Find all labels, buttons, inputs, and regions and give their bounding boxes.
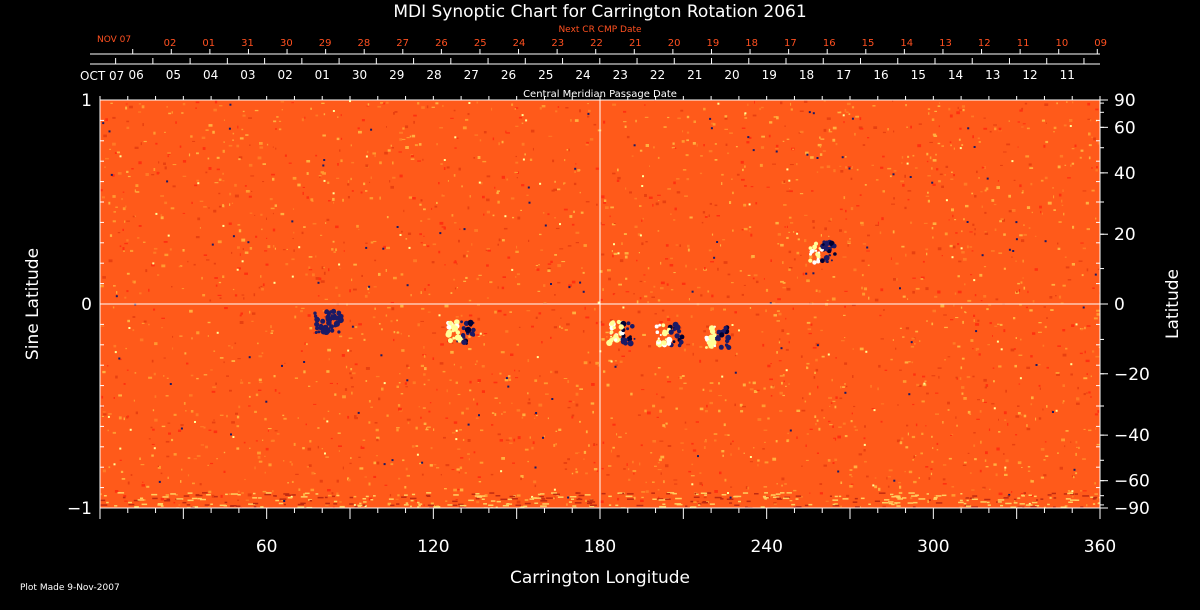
- cmp-date-label: 15: [911, 68, 926, 82]
- active-region: [606, 319, 636, 347]
- next-cr-date-label: 11: [1017, 38, 1030, 49]
- next-cr-date-label: 24: [513, 38, 526, 49]
- next-cr-date-label: 18: [745, 38, 758, 49]
- x-tick-label: 180: [584, 537, 616, 557]
- active-region: [313, 308, 344, 335]
- cmp-date-label: 01: [315, 68, 330, 82]
- next-cr-date-label: 17: [784, 38, 797, 49]
- next-cr-start-label: NOV 07: [97, 35, 131, 45]
- next-cr-date-label: 09: [1094, 38, 1107, 49]
- y-right-tick-label: 60: [1114, 118, 1136, 138]
- next-cr-date-label: 02: [164, 38, 177, 49]
- next-cr-date-label: 14: [900, 38, 913, 49]
- cmp-date-label: 06: [128, 68, 143, 82]
- next-cr-date-label: 29: [319, 38, 332, 49]
- cmp-date-label: 17: [836, 68, 851, 82]
- cmp-date-label: 24: [575, 68, 590, 82]
- y-right-tick-label: −60: [1114, 472, 1150, 492]
- next-cr-date-label: 12: [978, 38, 991, 49]
- cmp-date-label: 20: [724, 68, 739, 82]
- next-cr-date-label: 16: [823, 38, 836, 49]
- active-region: [808, 239, 837, 265]
- y-right-tick-label: 20: [1114, 225, 1136, 245]
- y-left-tick-label: 0: [81, 295, 92, 315]
- cmp-date-label: 27: [464, 68, 479, 82]
- next-cr-date-label: 26: [435, 38, 448, 49]
- cmp-date-label: 30: [352, 68, 367, 82]
- x-tick-label: 240: [750, 537, 782, 557]
- y-axis-left-label: Sine Latitude: [23, 248, 43, 360]
- next-cr-date-label: 30: [280, 38, 293, 49]
- next-cr-date-label: 23: [551, 38, 564, 49]
- y-axis-left: 1 0 −1: [67, 91, 1100, 519]
- cmp-axis-label: Central Meridian Passage Date: [523, 89, 677, 100]
- y-left-tick-label: 1: [81, 91, 92, 111]
- next-cr-date-label: 13: [939, 38, 952, 49]
- cmp-date-label: 29: [389, 68, 404, 82]
- cmp-date-label: 02: [277, 68, 292, 82]
- y-right-tick-label: 90: [1114, 91, 1136, 111]
- next-cr-date-label: 31: [241, 38, 254, 49]
- active-region: [654, 321, 685, 348]
- active-region: [445, 319, 476, 346]
- next-cr-date-label: 19: [707, 38, 720, 49]
- next-cr-date-label: 15: [862, 38, 875, 49]
- cmp-date-label: 13: [985, 68, 1000, 82]
- next-cr-axis-label: Next CR CMP Date: [558, 25, 642, 35]
- next-cr-date-label: 28: [358, 38, 371, 49]
- cmp-date-label: 12: [1022, 68, 1037, 82]
- y-right-tick-label: −20: [1114, 365, 1150, 385]
- chart-title: MDI Synoptic Chart for Carrington Rotati…: [393, 2, 806, 22]
- x-axis-label: Carrington Longitude: [510, 568, 690, 588]
- y-axis-right: 90 60 40 20 0 −20 −40 −60 −90: [1100, 91, 1150, 519]
- next-cr-date-label: 21: [629, 38, 642, 49]
- next-cr-date-label: 01: [202, 38, 215, 49]
- cmp-date-label: 19: [762, 68, 777, 82]
- x-tick-label: 60: [256, 537, 278, 557]
- cmp-date-label: 03: [240, 68, 255, 82]
- y-right-tick-label: −90: [1114, 499, 1150, 519]
- cmp-date-label: 25: [538, 68, 553, 82]
- cmp-date-label: 21: [687, 68, 702, 82]
- y-right-tick-label: 40: [1114, 164, 1136, 184]
- x-tick-label: 300: [917, 537, 949, 557]
- cmp-date-label: 14: [948, 68, 963, 82]
- next-cr-date-label: 20: [668, 38, 681, 49]
- plot-made-label: Plot Made 9-Nov-2007: [20, 583, 120, 593]
- next-cr-date-label: 10: [1055, 38, 1068, 49]
- crosshair: [100, 100, 1100, 508]
- y-left-tick-label: −1: [67, 499, 92, 519]
- y-axis-right-label: Latitude: [1163, 269, 1183, 339]
- next-cr-date-axis: 02 01 31 30 29 28 27 26 25 24 23 22 21 20 19 18 17 16 15 14…: [90, 38, 1107, 55]
- next-cr-date-label: 25: [474, 38, 487, 49]
- cmp-date-label: 16: [873, 68, 888, 82]
- magnetogram-map: [100, 100, 1100, 508]
- cmp-date-label: 04: [203, 68, 218, 82]
- cmp-date-label: 18: [799, 68, 814, 82]
- cmp-date-label: 22: [650, 68, 665, 82]
- next-cr-date-label: 27: [396, 38, 409, 49]
- y-right-tick-label: 0: [1114, 295, 1125, 315]
- x-tick-label: 360: [1084, 537, 1116, 557]
- cmp-date-label: 05: [166, 68, 181, 82]
- cmp-date-label: 11: [1060, 68, 1075, 82]
- next-cr-date-label: 22: [590, 38, 603, 49]
- x-axis: 60 120 180 240 300 360: [99, 96, 1116, 557]
- cmp-date-label: 26: [501, 68, 516, 82]
- active-region: [704, 325, 732, 350]
- cmp-date-label: 23: [613, 68, 628, 82]
- cmp-date-axis: 06 05 04 03 02 01 30 29 28 27 26 25 24 23 22 21 20 19 18 17…: [90, 58, 1100, 82]
- cmp-start-label: OCT 07: [80, 69, 124, 83]
- x-tick-label: 120: [417, 537, 449, 557]
- y-right-tick-label: −40: [1114, 426, 1150, 446]
- cmp-date-label: 28: [426, 68, 441, 82]
